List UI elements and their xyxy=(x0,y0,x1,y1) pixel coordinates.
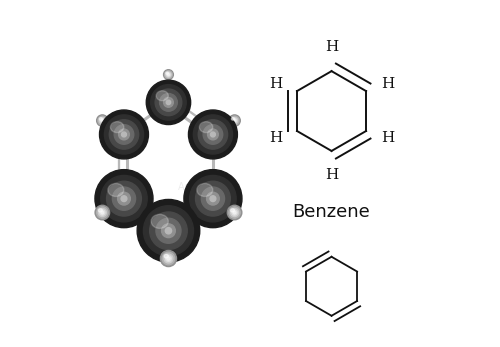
Ellipse shape xyxy=(112,187,136,210)
Ellipse shape xyxy=(200,121,213,133)
Ellipse shape xyxy=(232,119,236,122)
Ellipse shape xyxy=(156,218,181,243)
Ellipse shape xyxy=(118,192,130,205)
Ellipse shape xyxy=(101,211,103,214)
Ellipse shape xyxy=(230,209,238,217)
Ellipse shape xyxy=(234,211,236,214)
Ellipse shape xyxy=(121,196,127,202)
Ellipse shape xyxy=(96,115,108,126)
Ellipse shape xyxy=(168,74,170,76)
Ellipse shape xyxy=(150,212,187,249)
Text: H: H xyxy=(381,131,394,145)
Ellipse shape xyxy=(106,181,142,216)
Ellipse shape xyxy=(100,119,104,122)
Ellipse shape xyxy=(166,100,170,104)
Ellipse shape xyxy=(188,110,238,159)
Ellipse shape xyxy=(104,115,144,154)
Text: H: H xyxy=(269,131,282,145)
Ellipse shape xyxy=(198,120,228,149)
Ellipse shape xyxy=(95,205,110,220)
Ellipse shape xyxy=(190,176,236,222)
Ellipse shape xyxy=(101,176,147,222)
Ellipse shape xyxy=(232,117,237,124)
Ellipse shape xyxy=(197,184,213,196)
Text: H: H xyxy=(381,77,394,91)
Text: H: H xyxy=(325,168,338,182)
Ellipse shape xyxy=(162,252,174,265)
Ellipse shape xyxy=(160,93,178,111)
Ellipse shape xyxy=(156,91,168,101)
Ellipse shape xyxy=(98,209,106,217)
Ellipse shape xyxy=(232,210,237,215)
Ellipse shape xyxy=(164,98,173,107)
Text: Adobe Stock: Adobe Stock xyxy=(178,183,238,192)
Ellipse shape xyxy=(166,73,170,76)
Ellipse shape xyxy=(110,120,138,149)
Ellipse shape xyxy=(114,125,134,144)
Ellipse shape xyxy=(167,257,170,260)
Ellipse shape xyxy=(228,205,242,220)
Ellipse shape xyxy=(229,115,240,126)
Ellipse shape xyxy=(110,121,124,133)
Ellipse shape xyxy=(210,132,216,137)
Ellipse shape xyxy=(166,228,172,234)
Text: Benzene: Benzene xyxy=(292,203,370,221)
Text: H: H xyxy=(269,77,282,91)
Ellipse shape xyxy=(202,187,224,210)
Ellipse shape xyxy=(164,254,168,258)
Ellipse shape xyxy=(102,120,103,121)
Ellipse shape xyxy=(137,200,200,262)
Ellipse shape xyxy=(160,251,176,266)
Ellipse shape xyxy=(206,192,220,205)
Ellipse shape xyxy=(164,254,173,263)
Ellipse shape xyxy=(122,132,126,137)
Ellipse shape xyxy=(162,224,175,238)
Ellipse shape xyxy=(194,115,232,154)
Ellipse shape xyxy=(118,129,130,140)
Ellipse shape xyxy=(230,116,239,125)
Ellipse shape xyxy=(164,71,172,78)
Ellipse shape xyxy=(98,209,102,212)
Ellipse shape xyxy=(184,170,242,228)
Ellipse shape xyxy=(95,170,153,228)
Ellipse shape xyxy=(164,70,173,79)
Ellipse shape xyxy=(155,89,182,116)
Ellipse shape xyxy=(229,207,240,218)
Text: H: H xyxy=(325,40,338,54)
Ellipse shape xyxy=(151,214,168,228)
Ellipse shape xyxy=(230,209,234,212)
Ellipse shape xyxy=(166,72,171,77)
Ellipse shape xyxy=(208,129,218,140)
Ellipse shape xyxy=(108,184,124,196)
Ellipse shape xyxy=(96,207,108,218)
Ellipse shape xyxy=(210,196,216,202)
Ellipse shape xyxy=(144,206,194,256)
Ellipse shape xyxy=(166,72,168,74)
Ellipse shape xyxy=(234,120,235,121)
Ellipse shape xyxy=(150,85,186,120)
Ellipse shape xyxy=(196,181,230,216)
Ellipse shape xyxy=(99,118,102,120)
Ellipse shape xyxy=(232,118,234,120)
Ellipse shape xyxy=(100,210,105,215)
Ellipse shape xyxy=(98,116,107,125)
Ellipse shape xyxy=(166,256,172,261)
Ellipse shape xyxy=(203,125,222,144)
Ellipse shape xyxy=(146,80,190,125)
Ellipse shape xyxy=(100,110,148,159)
Ellipse shape xyxy=(99,117,105,124)
